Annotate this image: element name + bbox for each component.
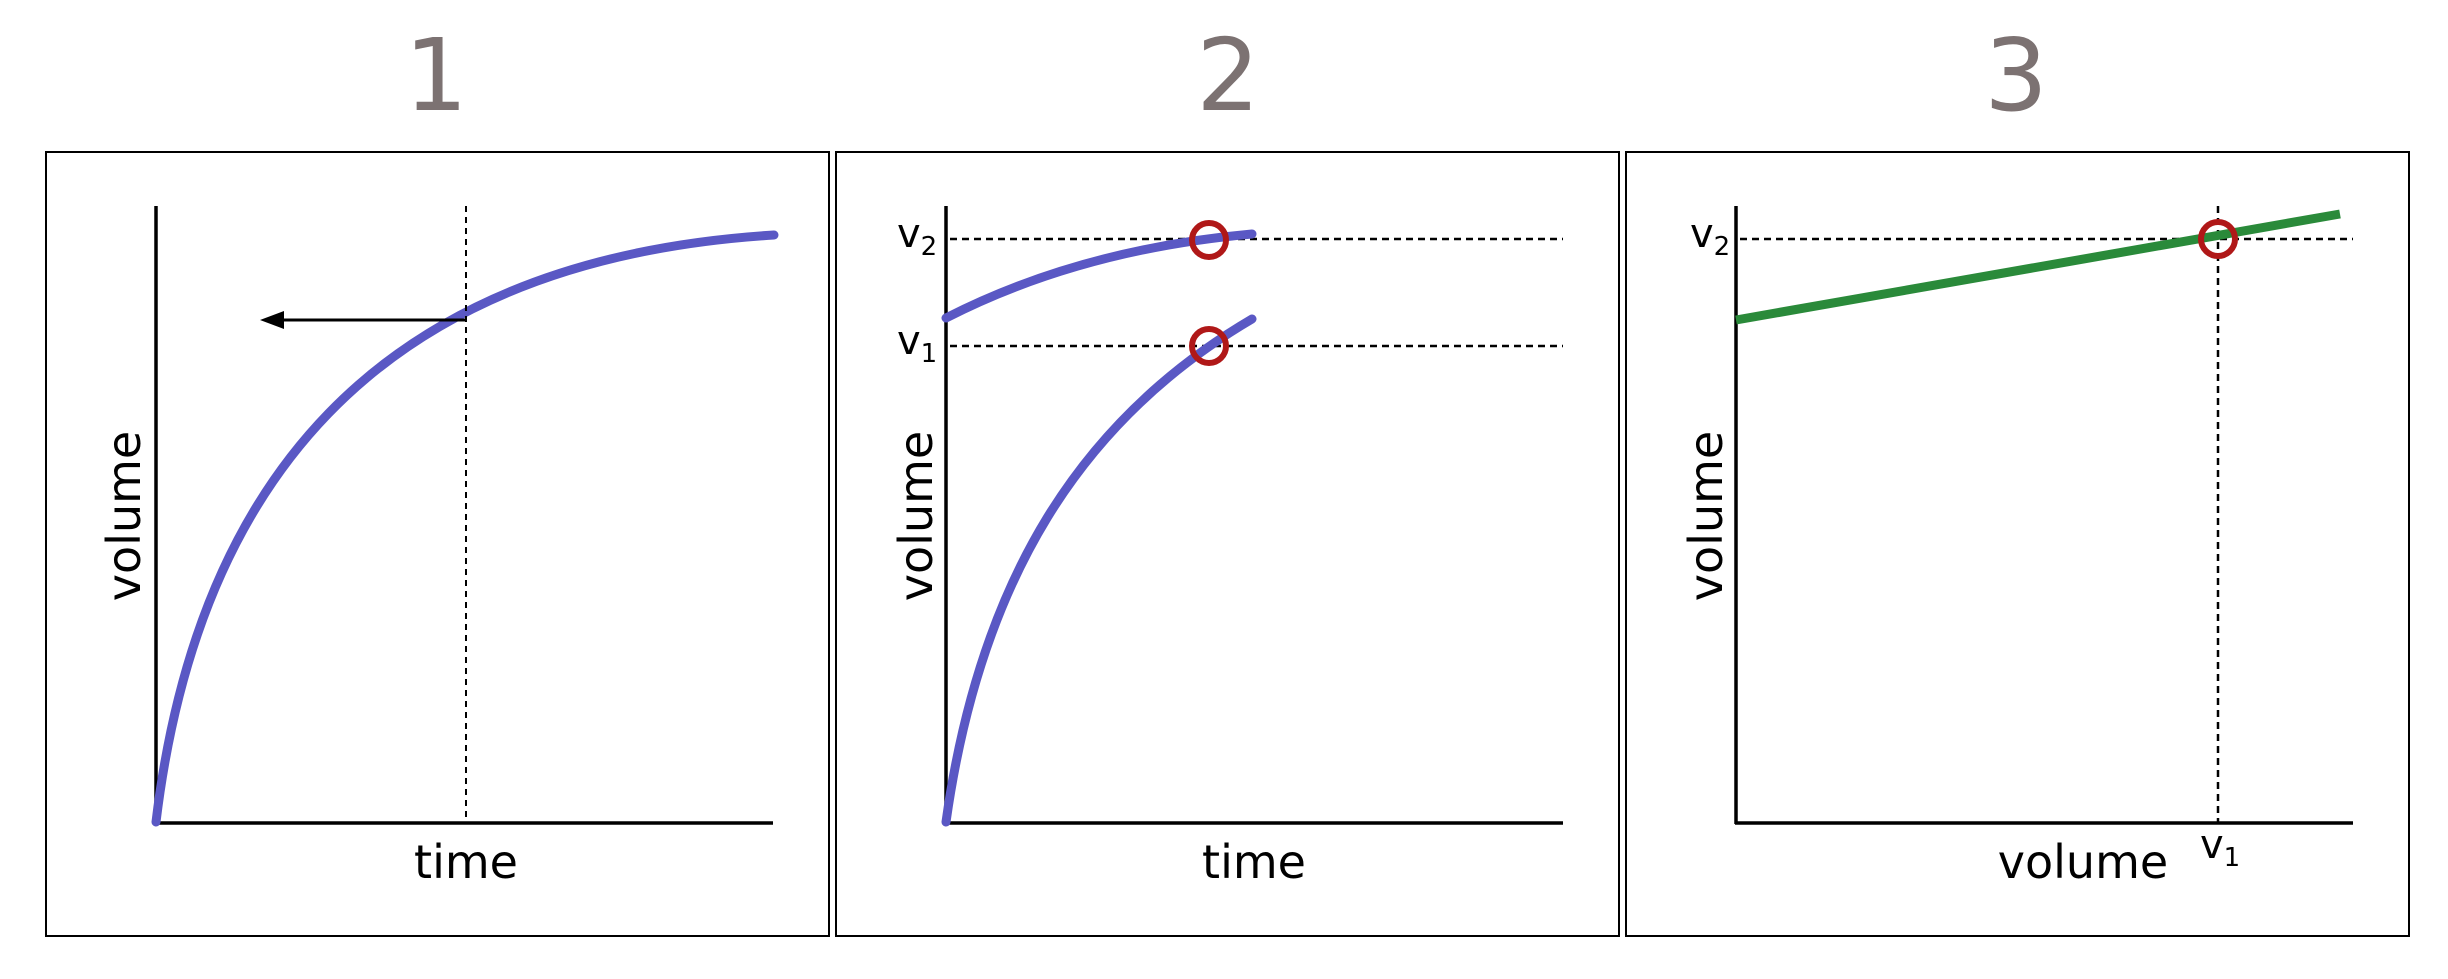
panel-3-intersection-circle [2198,219,2238,259]
panel-3-green-line [1735,209,2341,325]
panel-1: 1 time volume [45,17,830,937]
panel-1-y-label: volume [97,431,151,601]
panel-2-v1-tick: v1 [897,318,937,369]
panel-3-y-label: volume [1679,431,1733,601]
panel-1-number: 1 [404,17,468,134]
panel-3-frame [1625,151,2410,937]
panel-3-v1-tick: v1 [2200,822,2240,873]
panel-3-x-label: volume [1998,835,2168,889]
panel-2-y-label: volume [889,431,943,601]
panel-2-v2-marker-circle [1189,220,1229,260]
panel-2-v2-tick: v2 [897,211,937,262]
panel-3-number: 3 [1984,17,2048,134]
panel-2-frame [835,151,1620,937]
panel-1-frame [45,151,830,937]
panel-3-v2-tick: v2 [1690,211,1730,262]
panel-2-x-label: time [1202,835,1306,889]
panel-1-volume-curve [151,230,779,827]
panel-2: 2 v2 v1 time volume [835,17,1620,937]
panel-2-upper-curve [941,229,1257,323]
panel-2-lower-curve [941,314,1257,827]
panel-2-v1-marker-circle [1189,326,1229,366]
panel-3: 3 v2 v1 volume volume [1625,17,2410,937]
panel-1-arrow-head [260,311,284,329]
panel-2-number: 2 [1196,17,1260,134]
panel-1-x-label: time [414,835,518,889]
